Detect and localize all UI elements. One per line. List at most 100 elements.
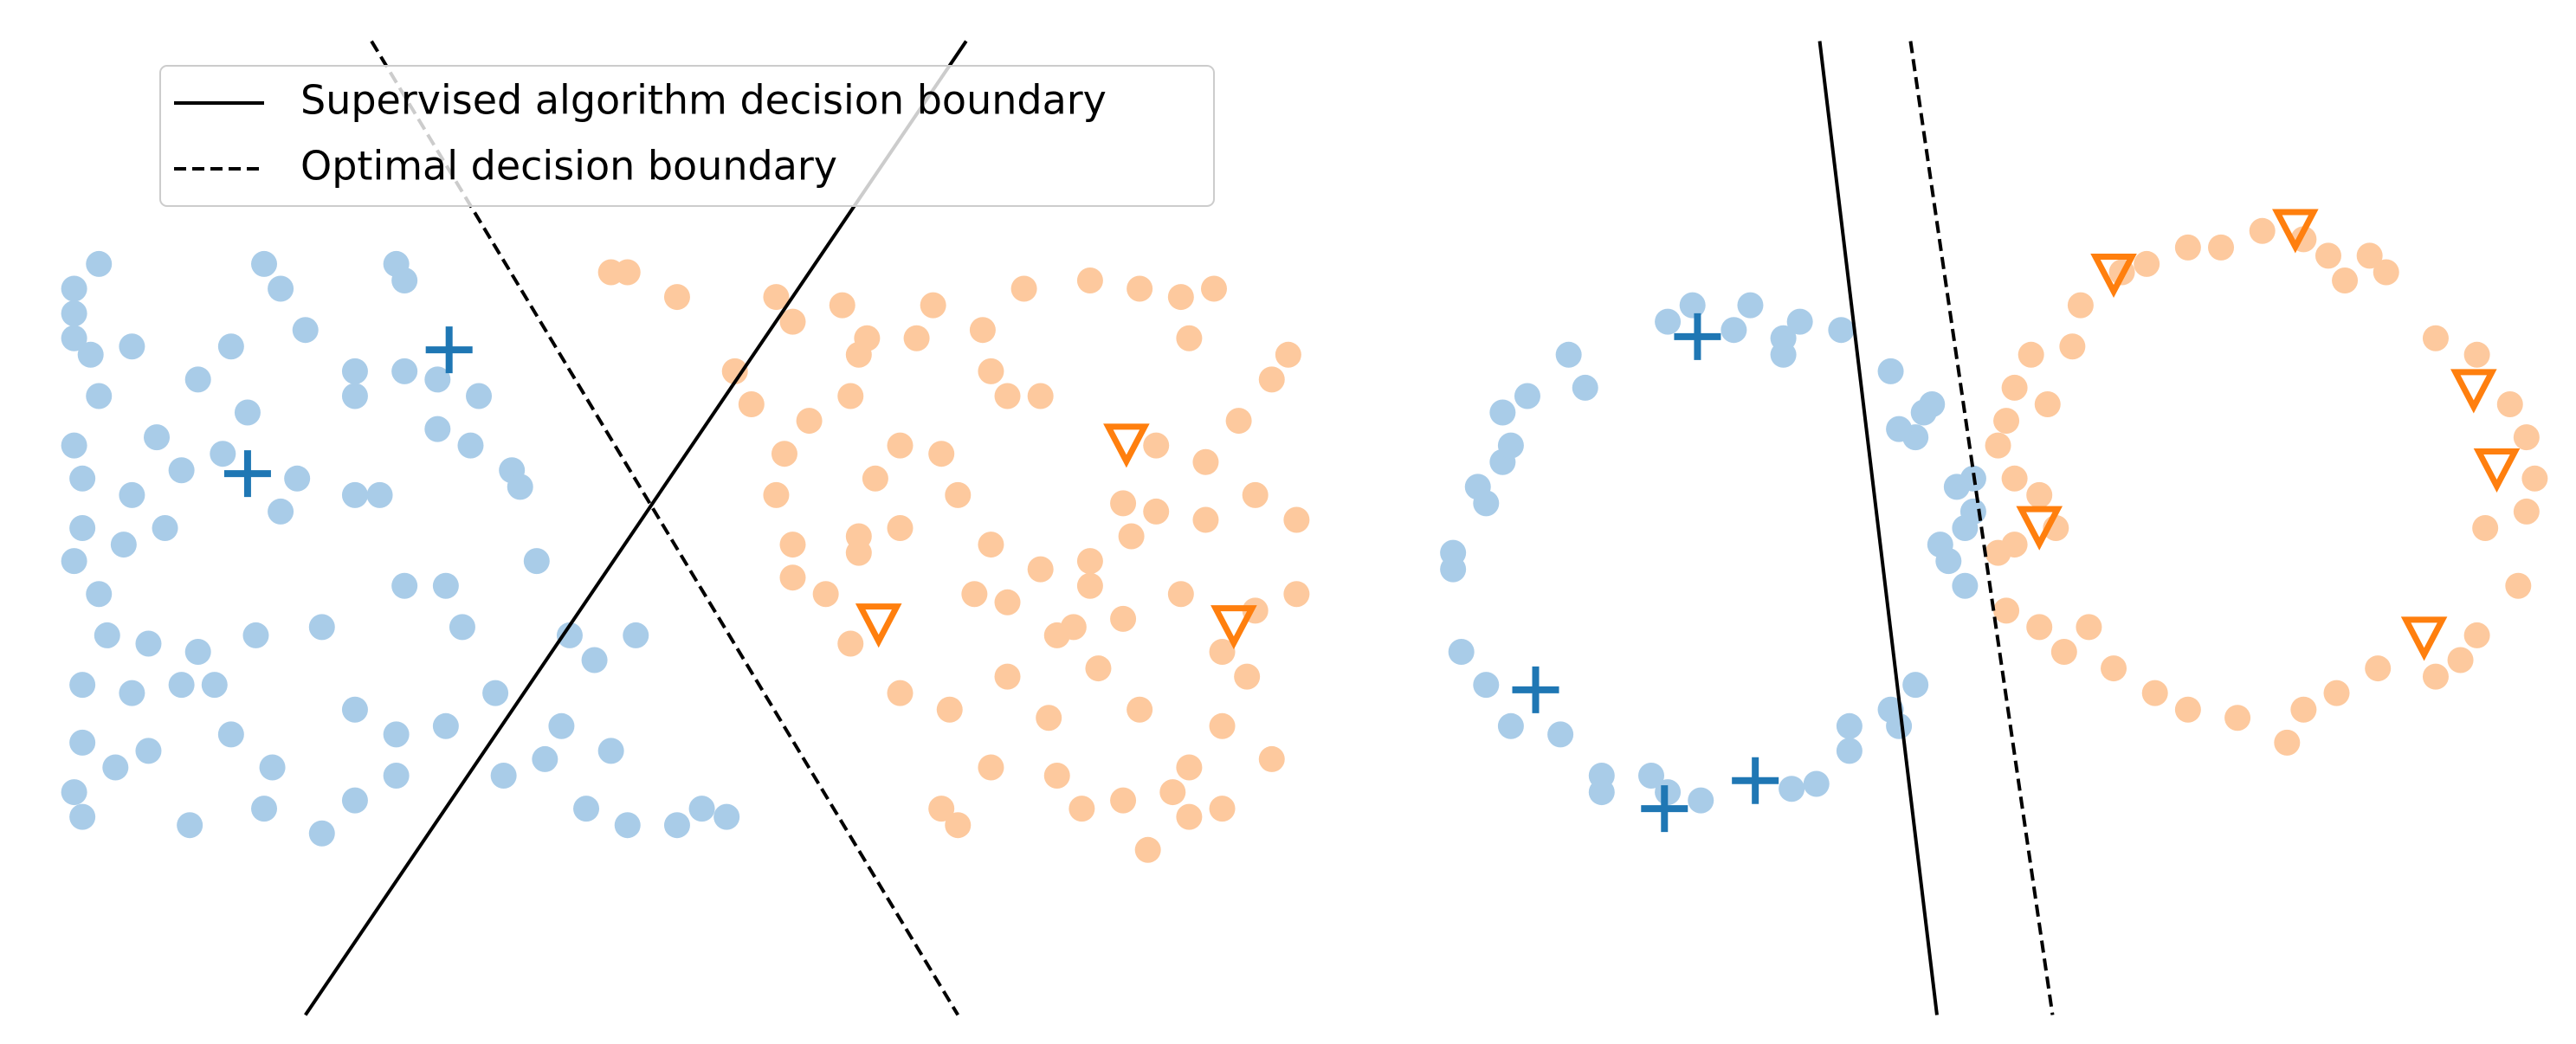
point — [2076, 614, 2102, 641]
point — [490, 763, 517, 789]
point — [119, 333, 145, 360]
point — [1283, 506, 1310, 533]
point — [2513, 424, 2540, 451]
plot-area — [61, 250, 1310, 863]
point — [168, 457, 195, 484]
point — [1258, 366, 1285, 393]
point — [713, 803, 740, 830]
point — [2134, 250, 2160, 277]
point — [86, 250, 113, 277]
point — [77, 341, 104, 368]
triangle-marker — [2090, 253, 2137, 298]
point — [119, 481, 145, 508]
point — [110, 532, 137, 558]
point — [61, 779, 87, 806]
point — [1828, 317, 1855, 344]
plus-marker — [1674, 313, 1721, 360]
point — [1886, 416, 1913, 442]
point — [862, 465, 888, 492]
plus-marker — [1512, 666, 1559, 713]
point — [928, 441, 955, 467]
point — [184, 639, 211, 665]
point — [1497, 712, 1524, 739]
point — [1159, 779, 1186, 806]
point — [449, 614, 475, 641]
point — [424, 416, 451, 442]
point — [2034, 391, 2061, 417]
point — [383, 763, 410, 789]
point — [1919, 391, 1946, 417]
point — [1572, 374, 1598, 401]
point — [2373, 259, 2399, 286]
point — [1076, 548, 1103, 575]
point — [854, 325, 881, 351]
point — [2422, 663, 2449, 690]
point — [1770, 341, 1797, 368]
point — [887, 432, 914, 459]
point — [2141, 680, 2168, 706]
point — [945, 812, 972, 839]
point — [259, 754, 286, 781]
point — [69, 465, 96, 492]
point — [69, 672, 96, 699]
point — [1068, 796, 1095, 822]
point — [1010, 275, 1037, 302]
point — [829, 292, 855, 319]
point — [86, 581, 113, 608]
point — [1127, 696, 1153, 723]
point — [597, 738, 624, 764]
point — [1076, 267, 1103, 293]
point — [144, 424, 171, 451]
point — [2521, 465, 2548, 492]
point — [1118, 523, 1145, 550]
point — [341, 696, 368, 723]
point — [2463, 341, 2490, 368]
point — [1588, 779, 1615, 806]
point — [1836, 712, 1863, 739]
point — [2059, 333, 2086, 360]
point — [2026, 481, 2053, 508]
point — [201, 672, 228, 699]
point — [903, 325, 930, 351]
point — [1234, 663, 1261, 690]
point — [1275, 341, 1301, 368]
point — [779, 532, 806, 558]
point — [771, 441, 797, 467]
point — [763, 284, 790, 311]
point — [1464, 474, 1491, 500]
point — [994, 383, 1021, 409]
point — [1737, 292, 1764, 319]
point — [1779, 776, 1805, 802]
point — [102, 754, 129, 781]
point — [837, 630, 864, 657]
point — [920, 292, 946, 319]
point — [86, 383, 113, 409]
point — [69, 515, 96, 541]
point — [251, 796, 278, 822]
plus-marker — [425, 326, 473, 374]
point — [2208, 234, 2235, 261]
point — [1110, 490, 1137, 517]
point — [1200, 275, 1227, 302]
point — [1489, 399, 1516, 426]
point — [1209, 639, 1236, 665]
point — [61, 325, 87, 351]
legend-label: Supervised algorithm decision boundary — [300, 77, 1107, 124]
point — [1027, 383, 1054, 409]
point — [1192, 506, 1219, 533]
point — [2472, 515, 2499, 541]
point — [1176, 803, 1203, 830]
point — [432, 572, 459, 599]
point — [341, 383, 368, 409]
plus-marker — [223, 450, 271, 498]
point — [2174, 696, 2201, 723]
point — [210, 441, 236, 467]
point — [61, 548, 87, 575]
point — [1952, 572, 1979, 599]
triangle-marker — [2473, 448, 2521, 493]
point — [2249, 217, 2276, 244]
point — [978, 754, 1004, 781]
point — [2332, 267, 2359, 293]
point — [1688, 787, 1714, 814]
